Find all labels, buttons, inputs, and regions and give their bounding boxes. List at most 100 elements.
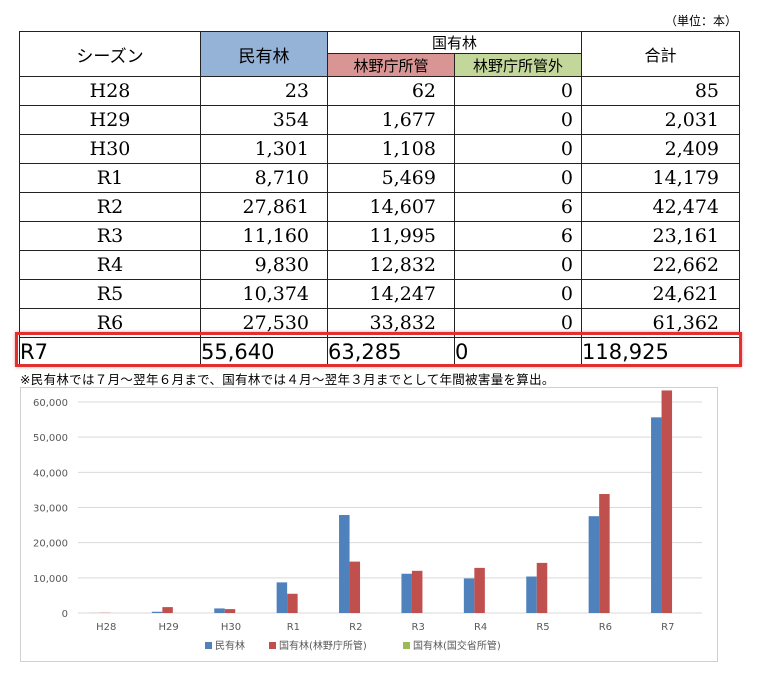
bar-forest [411, 570, 423, 613]
bar-forest [599, 494, 610, 613]
header-national: 国有林 [326, 31, 583, 54]
table-row: H30 1,301 1,108 0 2,409 [19, 134, 741, 164]
cell-season: R4 [19, 250, 201, 280]
cell-season: R1 [19, 163, 201, 193]
cell-other: 0 [453, 279, 583, 309]
cell-private: 8,710 [200, 163, 328, 193]
bar-forest [349, 561, 361, 613]
legend-swatch [205, 642, 212, 649]
table-row: R4 9,830 12,832 0 22,662 [19, 250, 741, 280]
x-tick-label: H30 [221, 622, 241, 633]
cell-private: 354 [200, 105, 328, 135]
cell-other: 0 [453, 134, 583, 164]
x-tick-label: R7 [661, 622, 674, 633]
header-forest-agency-other: 林野庁所管外 [453, 53, 583, 77]
y-tick-label: 10,000 [33, 574, 68, 585]
cell-forest: 1,677 [327, 105, 455, 135]
y-tick-label: 30,000 [33, 504, 68, 515]
cell-forest: 12,832 [327, 250, 455, 280]
x-tick-label: H28 [96, 622, 116, 633]
cell-forest: 1,108 [327, 134, 455, 164]
cell-other: 0 [453, 250, 583, 280]
x-tick-label: R3 [412, 622, 425, 633]
cell-total: 42,474 [581, 192, 741, 222]
x-tick-label: R5 [536, 622, 549, 633]
cell-other: 0 [453, 76, 583, 106]
cell-season: H29 [19, 105, 201, 135]
bar-private [463, 578, 475, 613]
cell-private: 1,301 [200, 134, 328, 164]
cell-forest: 5,469 [327, 163, 455, 193]
y-tick-label: 20,000 [33, 539, 68, 550]
cell-other: 0 [453, 337, 583, 366]
cell-total: 85 [581, 76, 741, 106]
x-tick-label: R2 [349, 622, 362, 633]
cell-private: 27,530 [200, 308, 328, 338]
table-body: H28 23 62 0 85 H29 354 1,677 0 2,031 H30 1,301 1,108… [19, 76, 741, 338]
bar-forest [536, 562, 548, 613]
bar-private [151, 611, 163, 613]
bar-chart: 0 10,000 20,000 30,000 40,000 50,000 60,000 H28… [33, 390, 702, 652]
bar-private [339, 515, 350, 613]
header-forest-agency: 林野庁所管 [327, 53, 455, 77]
cell-private: 23 [200, 76, 328, 106]
cell-private: 11,160 [200, 221, 328, 251]
x-tick-label: H29 [158, 622, 178, 633]
bar-private [401, 573, 412, 613]
table-row: R3 11,160 11,995 6 23,161 [19, 221, 741, 251]
unit-note: （単位：本） [664, 14, 737, 28]
table-row: R1 8,710 5,469 0 14,179 [19, 163, 741, 193]
bar-private [651, 417, 662, 613]
cell-total: 14,179 [581, 163, 741, 193]
y-tick-label: 40,000 [33, 468, 68, 479]
header-season: シーズン [19, 31, 201, 77]
cell-total: 24,621 [581, 279, 741, 309]
cell-private: 27,861 [200, 192, 328, 222]
bar-forest [162, 607, 173, 613]
x-tick-label: R6 [599, 622, 612, 633]
footnote: ※民有林では７月～翌年６月まで、国有林では４月～翌年３月までとして年間被害量を算… [20, 372, 555, 387]
cell-other: 0 [453, 163, 583, 193]
cell-forest: 62 [327, 76, 455, 106]
cell-season: H30 [19, 134, 201, 164]
cell-forest: 33,832 [327, 308, 455, 338]
bar-private [214, 608, 225, 613]
bar-forest [474, 567, 485, 613]
y-tick-label: 60,000 [33, 398, 68, 409]
cell-total: 2,031 [581, 105, 741, 135]
bar-private [588, 516, 600, 613]
cell-forest: 11,995 [327, 221, 455, 251]
cell-season: H28 [19, 76, 201, 106]
cell-total: 61,362 [581, 308, 741, 338]
cell-total: 2,409 [581, 134, 741, 164]
cell-forest: 14,607 [327, 192, 455, 222]
table-row: H29 354 1,677 0 2,031 [19, 105, 741, 135]
x-tick-label: R4 [474, 622, 487, 633]
legend-label: 国有林(国交省所管) [413, 639, 501, 652]
chart-area: 0 10,000 20,000 30,000 40,000 50,000 60,000 H28… [20, 387, 718, 662]
y-tick-label: 50,000 [33, 433, 68, 444]
cell-other: 6 [453, 221, 583, 251]
cell-private: 10,374 [200, 279, 328, 309]
legend-swatch [403, 642, 410, 649]
cell-private: 9,830 [200, 250, 328, 280]
legend-label: 国有林(林野庁所管) [279, 639, 367, 652]
cell-forest: 14,247 [327, 279, 455, 309]
y-tick-label: 0 [62, 609, 68, 620]
cell-other: 0 [453, 308, 583, 338]
cell-season: R6 [19, 308, 201, 338]
table-row: R6 27,530 33,832 0 61,362 [19, 308, 741, 338]
table-row: R2 27,861 14,607 6 42,474 [19, 192, 741, 222]
cell-season: R5 [19, 279, 201, 309]
cell-other: 0 [453, 105, 583, 135]
damage-table: シーズン 民有林 国有林 合計 林野庁所管 林野庁所管外 H28 23 62 0 85 H… [19, 31, 741, 366]
header-private: 民有林 [200, 31, 328, 77]
bar-private [526, 576, 537, 613]
cell-season: R3 [19, 221, 201, 251]
cell-total: 118,925 [581, 337, 741, 366]
cell-season: R2 [19, 192, 201, 222]
cell-other: 6 [453, 192, 583, 222]
cell-season: R7 [19, 337, 201, 366]
bar-forest [661, 390, 673, 613]
table-row-highlight: R7 55,640 63,285 0 118,925 [19, 337, 741, 366]
